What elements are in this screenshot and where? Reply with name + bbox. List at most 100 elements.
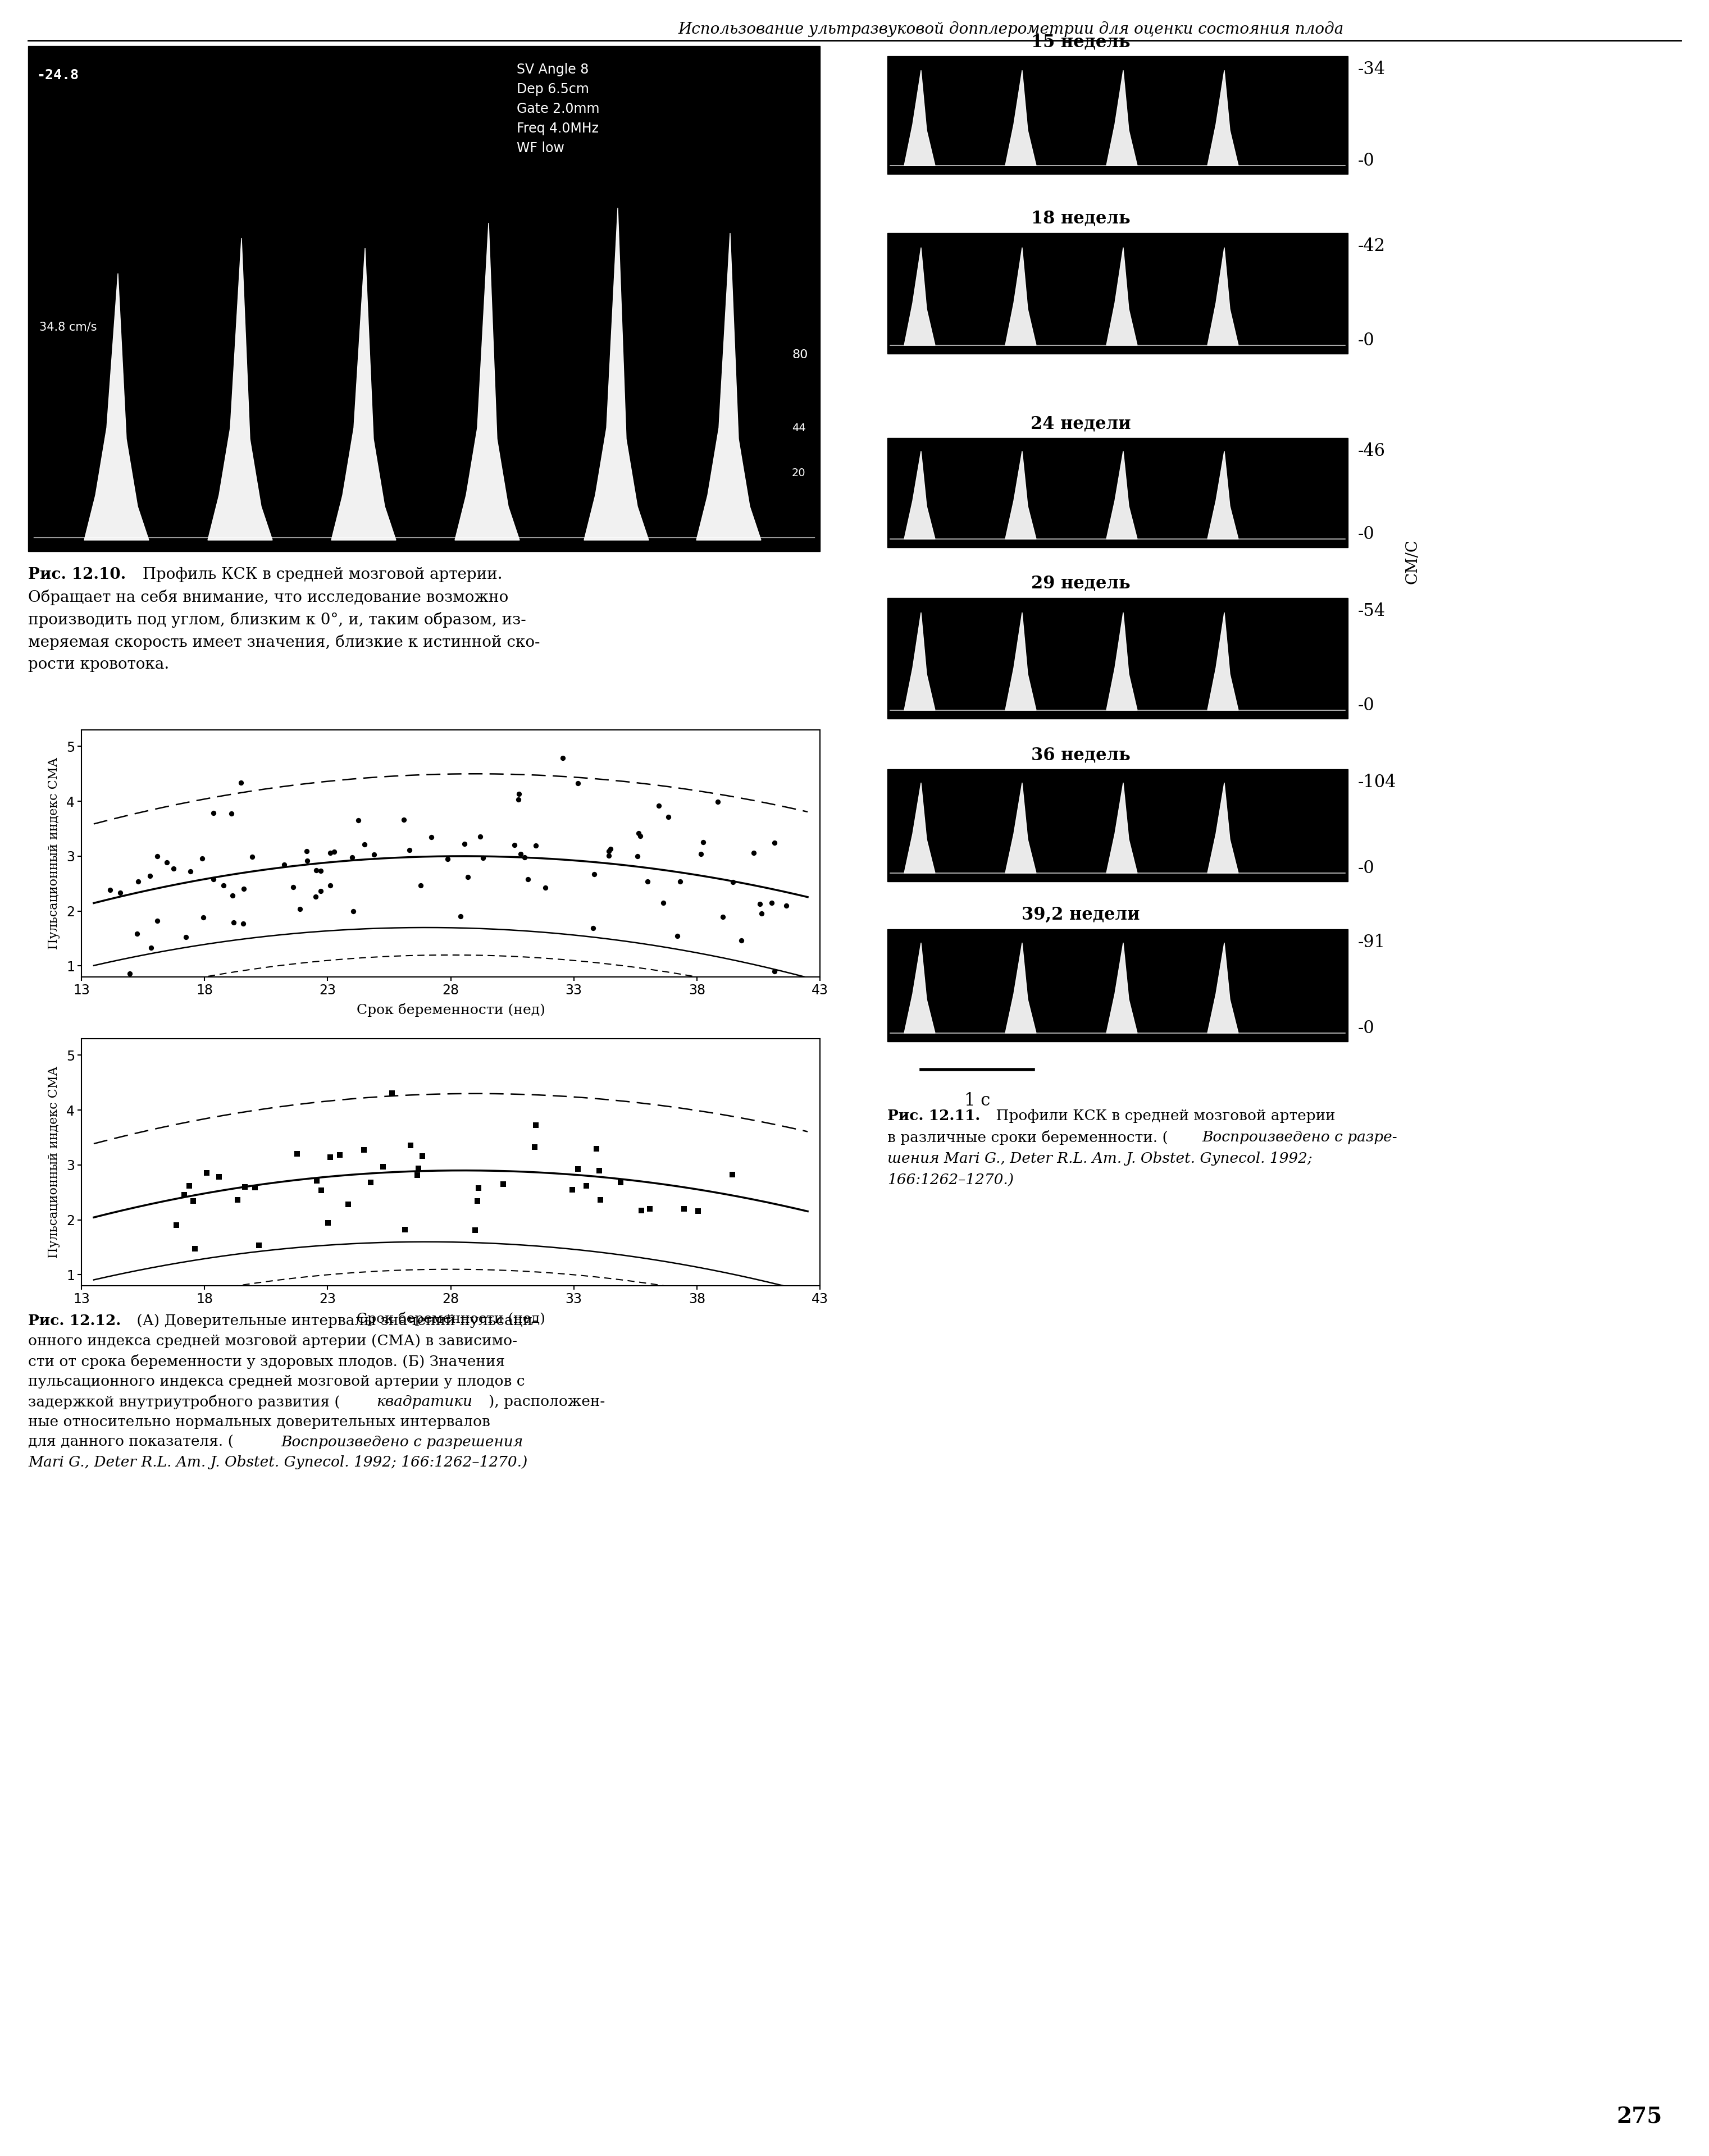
Point	[403, 1158, 431, 1192]
Point	[241, 1171, 268, 1205]
Point	[596, 832, 624, 867]
Point	[246, 1227, 273, 1261]
Point	[405, 1151, 432, 1186]
Point	[361, 837, 388, 871]
Text: Рис. 12.12.: Рис. 12.12.	[27, 1313, 121, 1328]
Text: -54: -54	[1359, 602, 1386, 621]
Point	[419, 819, 446, 854]
Point	[284, 1136, 311, 1171]
Point	[132, 966, 159, 1000]
Point	[378, 1076, 405, 1110]
Point	[508, 837, 535, 871]
Text: Использование ультразвуковой допплерометрии для оценки состояния плода: Использование ультразвуковой допплеромет…	[678, 22, 1343, 37]
Bar	[887, 56, 1348, 175]
Text: -91: -91	[1359, 934, 1386, 951]
Point	[144, 903, 171, 938]
Point	[655, 800, 682, 834]
Point	[501, 828, 528, 862]
Point	[749, 897, 776, 931]
Text: 24 недели: 24 недели	[1031, 414, 1131, 433]
Text: 275: 275	[1617, 2106, 1663, 2128]
Text: 44: 44	[791, 423, 805, 433]
Text: Рис. 12.11.: Рис. 12.11.	[887, 1108, 981, 1123]
Point	[514, 862, 542, 897]
Text: сти от срока беременности у здоровых плодов. (Б) Значения: сти от срока беременности у здоровых пло…	[27, 1354, 504, 1369]
Polygon shape	[904, 71, 935, 166]
Polygon shape	[1106, 451, 1136, 539]
Point	[314, 1205, 342, 1240]
Point	[685, 1194, 713, 1229]
Point	[531, 871, 559, 906]
Point	[573, 1169, 600, 1203]
Text: -0: -0	[1359, 696, 1374, 714]
Point	[627, 1194, 655, 1229]
Text: Freq 4.0MHz: Freq 4.0MHz	[516, 123, 598, 136]
Point	[144, 839, 171, 873]
Point	[740, 834, 767, 869]
Bar	[27, 45, 820, 552]
Point	[193, 1156, 220, 1190]
Bar	[887, 929, 1348, 1041]
Polygon shape	[332, 248, 396, 541]
Point	[719, 1158, 747, 1192]
Point	[326, 1138, 354, 1173]
Text: онного индекса средней мозговой артерии (СМА) в зависимо-: онного индекса средней мозговой артерии …	[27, 1335, 518, 1347]
Point	[595, 839, 622, 873]
Point	[162, 1207, 190, 1242]
Text: квадратики: квадратики	[376, 1395, 472, 1408]
Text: (А) Доверительные интервалы значений пульсаци-: (А) Доверительные интервалы значений пул…	[132, 1313, 538, 1328]
Point	[607, 1166, 634, 1201]
Point	[719, 865, 747, 899]
Point	[434, 843, 461, 877]
Point	[220, 906, 248, 940]
Point	[350, 1132, 378, 1166]
Point	[709, 899, 737, 934]
Text: 34.8 cm/s: 34.8 cm/s	[39, 321, 97, 332]
Point	[270, 847, 297, 882]
Polygon shape	[904, 783, 935, 873]
Point	[627, 819, 655, 854]
Text: -34: -34	[1359, 60, 1386, 78]
Text: -46: -46	[1359, 442, 1386, 459]
Point	[489, 1166, 516, 1201]
Text: 18 недель: 18 недель	[1031, 209, 1130, 226]
Point	[227, 765, 255, 800]
Polygon shape	[1208, 942, 1239, 1033]
Point	[579, 912, 607, 946]
Polygon shape	[904, 942, 935, 1033]
Point	[667, 865, 694, 899]
Point	[636, 1192, 663, 1227]
Point	[308, 854, 335, 888]
Text: 29 недель: 29 недель	[1031, 576, 1130, 593]
Text: 20: 20	[791, 468, 805, 479]
Point	[390, 802, 417, 837]
Point	[171, 1177, 198, 1212]
Text: 15 недель: 15 недель	[1031, 32, 1130, 50]
Point	[728, 923, 755, 957]
Polygon shape	[1106, 783, 1136, 873]
Polygon shape	[904, 612, 935, 709]
Point	[340, 895, 367, 929]
Y-axis label: Пульсационный индекс СМА: Пульсационный индекс СМА	[48, 1065, 60, 1259]
Point	[761, 955, 788, 990]
Point	[190, 899, 217, 934]
Point	[595, 834, 622, 869]
Text: в различные сроки беременности. (: в различные сроки беременности. (	[887, 1130, 1167, 1145]
Polygon shape	[1005, 942, 1036, 1033]
Text: Gate 2.0mm: Gate 2.0mm	[516, 101, 600, 116]
Point	[467, 819, 494, 854]
Bar	[887, 597, 1348, 718]
X-axis label: Срок беременности (нед): Срок беременности (нед)	[357, 1313, 545, 1326]
Point	[704, 785, 731, 819]
Polygon shape	[696, 233, 761, 541]
Polygon shape	[1106, 942, 1136, 1033]
Text: Dep 6.5cm: Dep 6.5cm	[516, 82, 590, 97]
Point	[308, 1173, 335, 1207]
Point	[285, 893, 313, 927]
Point	[200, 862, 227, 897]
Text: 36 недель: 36 недель	[1031, 746, 1130, 763]
Point	[549, 742, 576, 776]
Point	[231, 871, 258, 906]
Point	[634, 865, 661, 899]
Polygon shape	[904, 248, 935, 345]
